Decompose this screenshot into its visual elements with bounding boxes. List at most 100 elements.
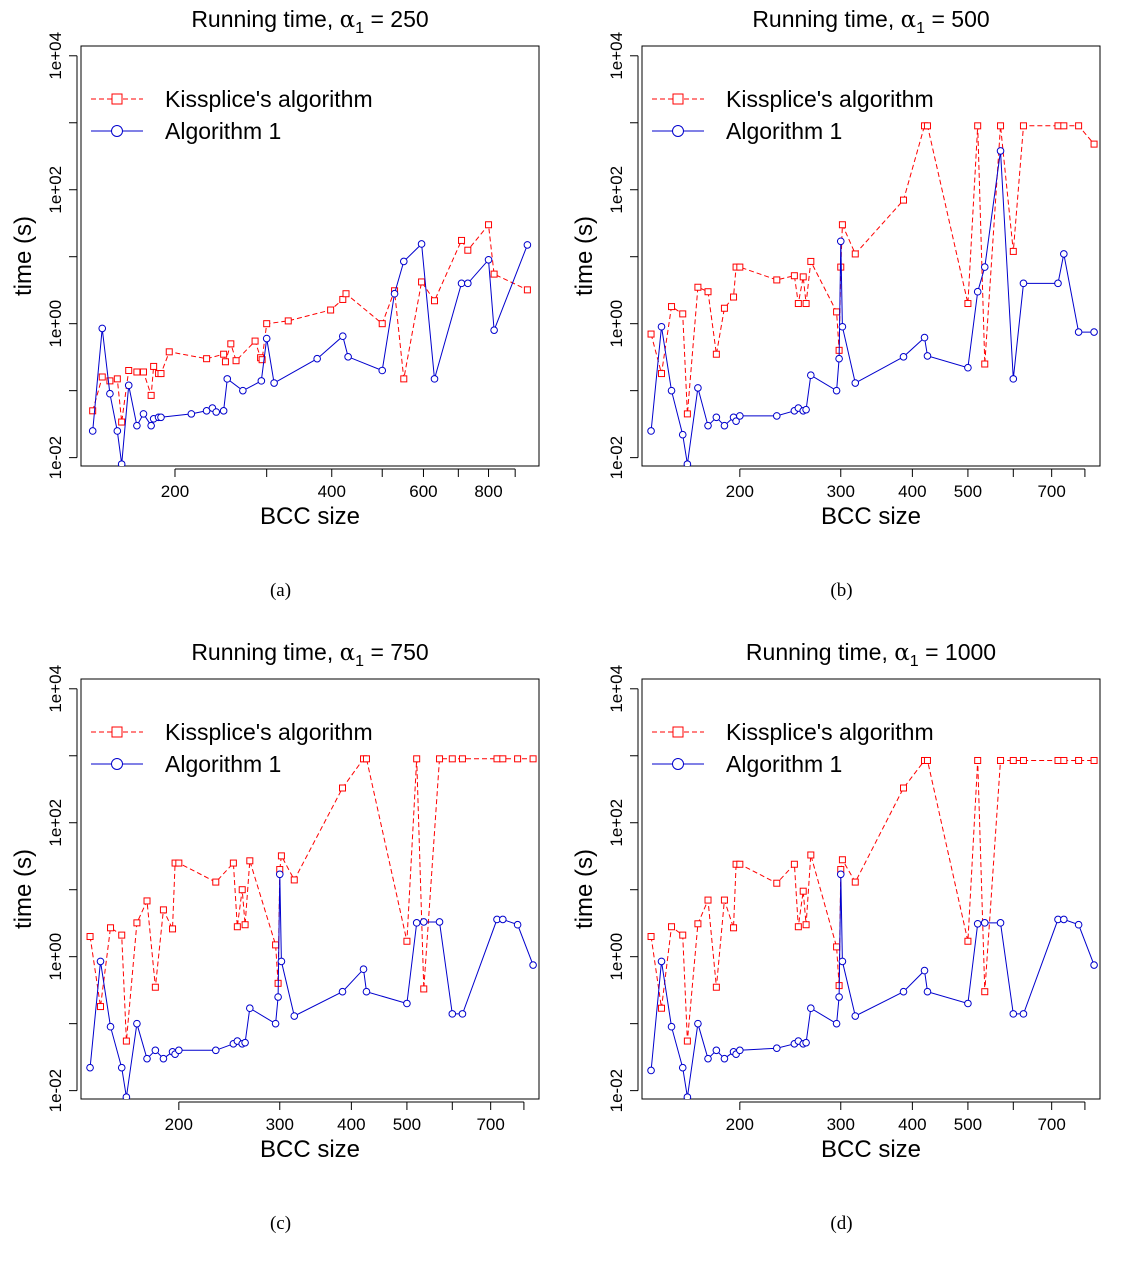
data-point-algorithm1 [736, 412, 744, 420]
data-point-algorithm1 [851, 1012, 860, 1020]
data-point-kissplice [203, 355, 211, 363]
legend-marker-circle [111, 125, 123, 137]
data-point-algorithm1 [732, 417, 740, 425]
data-point-kissplice [1054, 756, 1062, 764]
data-point-algorithm1 [362, 987, 371, 996]
x-tick-label: 700 [476, 1115, 504, 1134]
x-tick-label: 400 [898, 1115, 926, 1134]
data-point-kissplice [790, 860, 798, 868]
plot-frame [641, 678, 1101, 1100]
y-tick-label: 1e+02 [607, 799, 626, 847]
data-point-kissplice [139, 368, 147, 376]
data-point-kissplice [1060, 756, 1068, 764]
plot-area [86, 755, 537, 1099]
chart-b: Running time, α1 = 500 200 300 400 500 700 BCC… [571, 6, 1101, 530]
data-point-kissplice [851, 878, 859, 886]
plot-area [647, 122, 1098, 466]
y-axis-label: time (s) [571, 216, 598, 296]
data-point-algorithm1 [678, 1063, 687, 1072]
data-point-algorithm1 [106, 1022, 115, 1031]
data-point-algorithm1 [1054, 279, 1062, 288]
data-point-kissplice [694, 920, 702, 928]
data-point-kissplice [339, 784, 347, 792]
data-point-kissplice [974, 122, 982, 130]
data-point-algorithm1 [899, 353, 908, 361]
data-point-kissplice [125, 366, 133, 374]
data-point-algorithm1 [1090, 961, 1098, 969]
chart-title-subscript: 1 [910, 653, 919, 670]
chart-title-value: = 1000 [919, 639, 996, 665]
data-point-kissplice [251, 337, 259, 345]
data-point-kissplice [974, 756, 982, 764]
data-point-kissplice [143, 897, 151, 905]
legend-label: Algorithm 1 [726, 751, 842, 777]
data-point-kissplice [773, 276, 781, 284]
x-tick-label: 200 [161, 482, 189, 501]
data-point-kissplice [838, 856, 846, 864]
data-point-kissplice [720, 896, 728, 904]
plot-area [647, 756, 1098, 1099]
data-point-kissplice [98, 373, 106, 381]
data-point-algorithm1 [683, 460, 692, 466]
data-point-algorithm1 [835, 354, 843, 363]
data-point-algorithm1 [270, 379, 278, 387]
data-point-kissplice [851, 250, 859, 258]
data-point-kissplice [1075, 756, 1083, 764]
data-point-kissplice [1009, 756, 1017, 764]
data-point-kissplice [159, 906, 167, 914]
data-point-kissplice [272, 941, 280, 949]
legend-label: Kissplice's algorithm [726, 719, 934, 745]
chart-title-alpha: α [340, 640, 356, 666]
series-line-algorithm1 [89, 874, 534, 1098]
data-point-algorithm1 [223, 375, 232, 383]
legend-marker-circle [672, 758, 684, 770]
x-tick-label: 500 [954, 482, 982, 501]
data-point-algorithm1 [1009, 1010, 1018, 1018]
data-point-kissplice [807, 257, 815, 265]
data-point-algorithm1 [838, 322, 847, 331]
data-point-algorithm1 [211, 1046, 220, 1055]
data-point-algorithm1 [133, 1019, 141, 1028]
y-tick-label: 1e+02 [46, 799, 65, 847]
data-point-algorithm1 [313, 354, 321, 363]
caption-d: (d) [830, 1213, 853, 1234]
data-point-algorithm1 [667, 1022, 676, 1031]
data-point-kissplice [413, 755, 421, 763]
data-point-kissplice [133, 368, 141, 376]
data-point-kissplice [290, 876, 298, 884]
legend-marker-square [111, 93, 123, 105]
data-point-algorithm1 [973, 919, 982, 928]
plot-frame [641, 45, 1101, 467]
data-point-algorithm1 [529, 961, 537, 969]
data-point-kissplice [802, 300, 810, 308]
data-point-algorithm1 [964, 363, 972, 372]
data-point-algorithm1 [143, 1054, 151, 1063]
data-point-kissplice [1009, 247, 1017, 255]
data-point-kissplice [378, 320, 386, 328]
panel-c: Running time, α1 = 750 200 300 400 500 700 BCC… [0, 633, 561, 1263]
data-point-kissplice [720, 304, 728, 312]
data-point-algorithm1 [678, 430, 687, 439]
data-point-algorithm1 [113, 427, 122, 435]
legend-marker-circle [672, 125, 684, 137]
chart-title: Running time, α1 = 750 [191, 639, 428, 670]
data-point-algorithm1 [390, 289, 399, 298]
data-point-algorithm1 [704, 421, 712, 430]
data-point-kissplice [277, 852, 285, 860]
data-point-kissplice [1090, 756, 1098, 764]
data-point-kissplice [362, 755, 370, 763]
y-tick-label: 1e-02 [46, 436, 65, 479]
data-point-kissplice [327, 306, 335, 314]
x-tick-label: 500 [393, 1115, 421, 1134]
y-tick-label: 1e+04 [46, 32, 65, 80]
legend-label: Kissplice's algorithm [165, 719, 373, 745]
data-point-algorithm1 [117, 460, 126, 466]
chart-title-value: = 500 [925, 6, 990, 32]
data-point-kissplice [807, 851, 815, 859]
data-point-kissplice [523, 286, 531, 294]
series-line-kissplice [92, 223, 528, 423]
data-point-algorithm1 [720, 1054, 729, 1063]
data-point-algorithm1 [980, 919, 989, 927]
data-point-algorithm1 [996, 919, 1005, 927]
data-point-kissplice [118, 418, 126, 426]
